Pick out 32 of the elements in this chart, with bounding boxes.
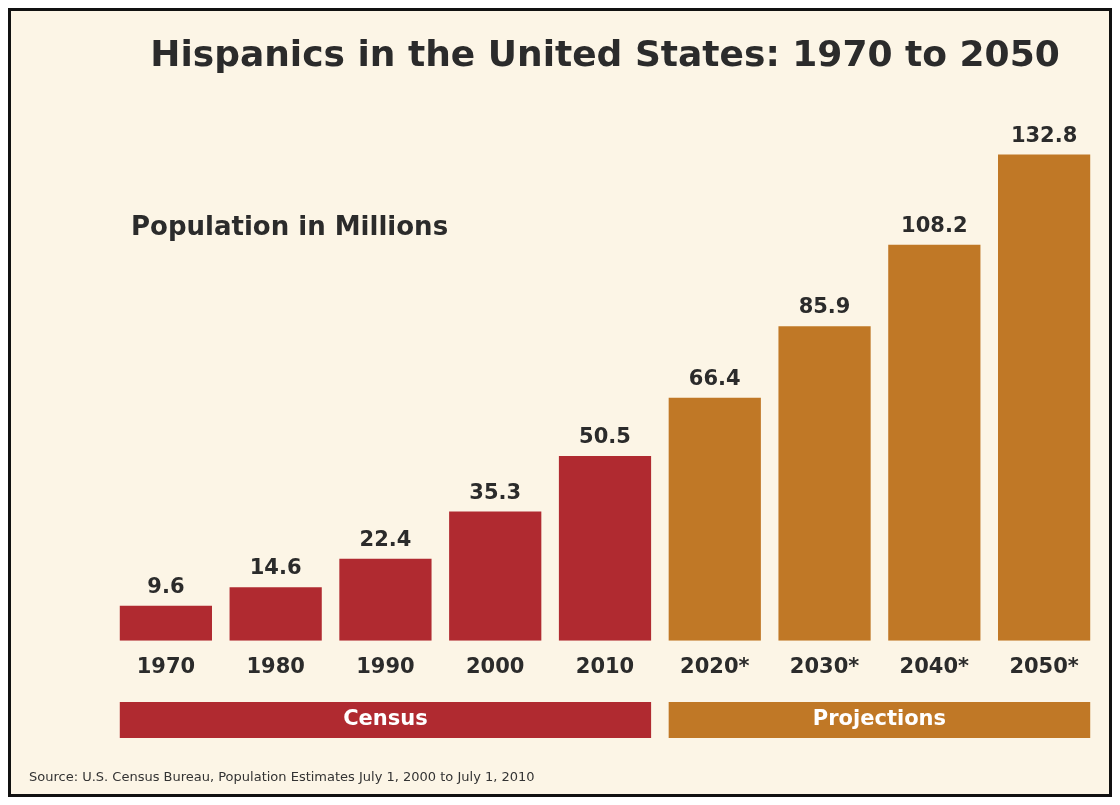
bar: [339, 558, 432, 641]
x-tick-label: 1970: [136, 653, 196, 678]
x-tick-label: 2010: [575, 653, 635, 678]
bar: [998, 154, 1091, 641]
bar: [558, 455, 652, 641]
data-label: 108.2: [901, 212, 968, 237]
data-label: 9.6: [147, 573, 185, 598]
bar: [449, 511, 542, 641]
x-tick-label: 2050*: [1009, 653, 1079, 678]
x-tick-label: 2030*: [789, 653, 860, 678]
data-label: 66.4: [688, 365, 741, 390]
x-tick-label: 2000: [466, 653, 525, 678]
bar: [119, 605, 212, 641]
bar: [778, 326, 871, 641]
text: Census: [343, 706, 428, 731]
bar: [229, 587, 322, 641]
data-label: 132.8: [1010, 122, 1078, 147]
x-tick-label: 1990: [356, 653, 415, 678]
data-label: 35.3: [469, 479, 522, 504]
chart-title: Hispanics in the United States: 1970 to 2050: [150, 32, 1060, 74]
data-label: 22.4: [359, 526, 412, 551]
bar: [888, 244, 981, 641]
data-label: 14.6: [249, 555, 302, 580]
x-tick-label: 2040*: [899, 653, 970, 678]
x-tick-label: 1980: [246, 653, 305, 678]
data-label: 85.9: [798, 294, 851, 319]
text: Population in Millions: [131, 210, 449, 241]
data-label: 50.5: [579, 423, 631, 448]
bar: [668, 397, 761, 641]
x-tick-label: 2020*: [680, 653, 750, 678]
source-note: Source: U.S. Census Bureau, Population Estimates July 1, 2000 to July 1, 2010: [29, 768, 535, 784]
text: Projections: [812, 706, 947, 731]
